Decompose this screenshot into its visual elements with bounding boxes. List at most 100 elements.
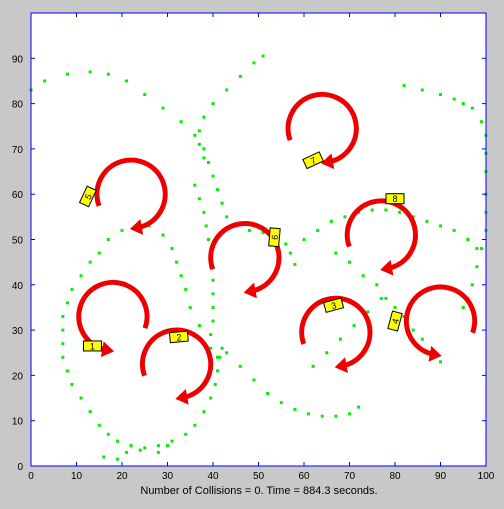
trail-point (325, 351, 329, 355)
trail-point (439, 93, 442, 97)
x-axis-label: Number of Collisions = 0. Time = 884.3 s… (140, 485, 377, 497)
trail-point (197, 142, 201, 146)
trail-point (209, 346, 213, 350)
y-tick-label: 60 (12, 190, 24, 201)
trail-point (79, 396, 83, 400)
y-tick-label: 80 (12, 100, 24, 111)
trail-point (70, 287, 74, 291)
trail-point (156, 450, 160, 454)
y-axis-ticks: 0 10 20 30 40 50 60 70 80 90 (12, 54, 486, 473)
trail-point (211, 305, 215, 309)
trail-point (213, 382, 217, 386)
trail-point (125, 79, 129, 83)
trail-point (88, 70, 92, 74)
trail-point (184, 287, 188, 291)
robot-label: 5 (83, 192, 94, 201)
trail-point (202, 156, 206, 160)
trail-point (202, 147, 206, 151)
trail-point (193, 133, 197, 137)
turn-arrow-head (321, 153, 335, 170)
axes-background (31, 13, 486, 466)
trail-point (197, 324, 201, 328)
trail-point (402, 315, 406, 319)
trail-point (193, 423, 197, 427)
y-tick-label: 30 (12, 326, 24, 337)
robot-7: 7 (302, 151, 325, 170)
turn-arrow-arc (299, 295, 373, 369)
turn-arrow-head (129, 219, 144, 235)
turn-arrow-arc (94, 157, 168, 231)
trail-point (238, 74, 242, 78)
trail-point (61, 328, 65, 332)
trail-point (61, 315, 65, 319)
trail-point (106, 72, 110, 76)
robot-body (387, 310, 403, 332)
x-tick-label: 50 (253, 471, 265, 482)
trail-point (79, 274, 83, 278)
trail-point (61, 355, 65, 359)
y-tick-label: 90 (12, 54, 24, 65)
x-tick-label: 80 (389, 471, 401, 482)
trail-point (425, 219, 429, 223)
trail-point (129, 444, 133, 448)
trail-point (311, 364, 315, 368)
y-tick-label: 50 (12, 236, 24, 247)
trail-point (211, 278, 215, 282)
trail-point (398, 210, 402, 214)
trail-point (284, 242, 288, 246)
trail-point (370, 208, 374, 212)
trail-point (206, 238, 210, 241)
trail-point (88, 410, 92, 414)
robot-label: 1 (90, 341, 95, 351)
trail-point (247, 228, 251, 232)
robot-body (78, 185, 97, 208)
turn-arrow-head (243, 282, 257, 299)
trail-point (361, 274, 365, 278)
trail-point (115, 457, 119, 461)
x-tick-label: 10 (71, 471, 83, 482)
trail-point (266, 392, 270, 396)
trail-point (343, 215, 347, 219)
trail-point (184, 432, 188, 436)
trail-point (375, 283, 379, 287)
robot-body (385, 193, 405, 205)
trail-point (225, 215, 229, 219)
trail-point (479, 247, 483, 251)
trail-point (197, 129, 201, 133)
trail-point (402, 83, 406, 87)
x-tick-label: 0 (28, 471, 34, 482)
trail-point (348, 412, 351, 416)
turn-arrow (140, 327, 214, 405)
trail-point (43, 79, 47, 83)
x-tick-label: 70 (344, 471, 356, 482)
trail-point (470, 283, 474, 287)
trail-point (70, 382, 74, 386)
trail-point (320, 414, 324, 418)
turn-arrow-head (334, 357, 348, 374)
x-tick-label: 20 (116, 471, 128, 482)
trail-point (279, 401, 283, 405)
trail-point (193, 183, 197, 187)
robot-label: 2 (176, 332, 182, 342)
robot-label: 8 (392, 194, 397, 204)
robots-layer: 1 2 3 4 5 6 7 8 (78, 151, 405, 352)
turn-arrow (94, 157, 168, 235)
trail-point (225, 351, 229, 355)
trail-point (466, 238, 470, 241)
trail-point (384, 296, 388, 300)
trail-point (211, 319, 215, 323)
trail-point (216, 188, 220, 192)
trail-point (479, 120, 483, 124)
turn-arrow (299, 295, 373, 374)
robot-3: 3 (322, 297, 345, 313)
y-tick-label: 0 (17, 462, 23, 473)
trail-point (420, 337, 424, 341)
trail-point (357, 405, 361, 409)
trail-point (65, 301, 69, 305)
trail-point (211, 292, 215, 296)
trail-point (334, 251, 338, 255)
trail-point (366, 310, 370, 314)
y-tick-label: 40 (12, 281, 24, 292)
trail-point (452, 228, 456, 232)
